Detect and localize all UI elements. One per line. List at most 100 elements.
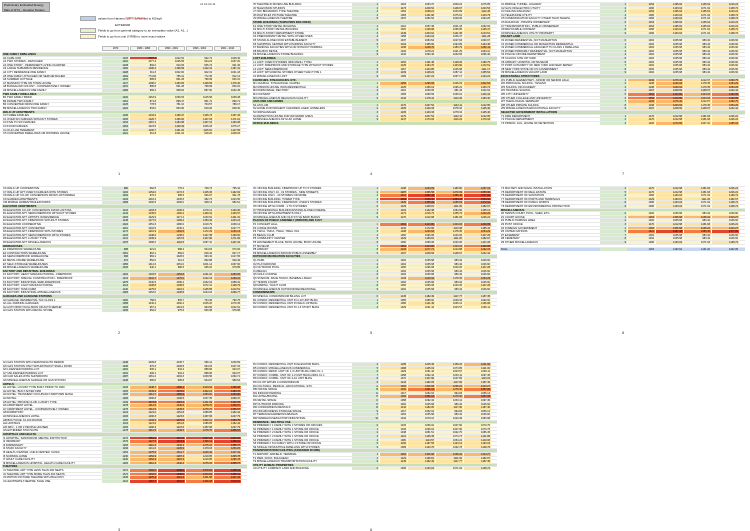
value-cell: 911.3 (158, 259, 185, 262)
row-label: HOTELS (3, 382, 14, 386)
value-cell: 1193.02 (464, 442, 491, 446)
row-label: M4 CONVENT (253, 93, 271, 96)
row-label: Z9 OTHER MISCELLANEOUS (501, 241, 538, 244)
table-row: Q1 PARK 1 1002 1035.68 983.42 1046.60 (252, 258, 497, 262)
value-cell: 764.57 (186, 103, 213, 107)
table-row: Y8 DEPARTMENT OF PUBLIC WORKS 8 1096 1133.0… (500, 200, 745, 205)
row-label: O5 OFFICE BUILDING; FIREPROOF; OVER 9 ST… (253, 201, 322, 205)
value-cell: 1092.42 (408, 399, 435, 402)
table-row: A5 ONE FAMILY ATTACHED OR SEMI-DETACHED 1… (2, 73, 247, 78)
table-row: A9 MISCELLANEOUS ONE FAMILY 1086 965.4 968.… (2, 88, 247, 92)
table-row: HR SRO - 1 OR 2 PEOPLE HOUSED 1183 1190.3 1… (2, 424, 247, 429)
value-cell: 1351.12 (408, 388, 435, 392)
value-cell: 1058 (102, 201, 129, 205)
row-label: V8 NEW YORK STATE OR US GOVERNMENT (501, 67, 558, 71)
value-cell: 1046.37 (436, 35, 463, 39)
row-label: G3 GAS STATION WITH RETAIL STORE (3, 309, 53, 313)
value-cell: 1445.0 (158, 472, 185, 476)
value-cell: 1363.80 (214, 393, 241, 397)
value-cell: 1046.60 (712, 53, 739, 57)
value-cell: 1179.18 (464, 118, 491, 122)
value-cell: 1151.8 (158, 411, 185, 415)
table-row: RG INDOOR PARKING G 1017 1052.02 994.83 1056.… (252, 390, 497, 395)
value-cell: 1193 (102, 56, 129, 60)
table-row: H9 MISCELLANEOUS HOTEL 1183 1190.3 1223.6 11… (2, 414, 247, 418)
row-label: G5 GAS STATION ONLY WITH/WITHOUT SMALL K… (3, 364, 73, 368)
value-cell: 1386.46 (684, 230, 711, 234)
column-header: 1980 - 1990 (130, 46, 157, 51)
table-row: Z8 CEMETERY 8 1002 1035.68 983.42 1046.60 (500, 236, 745, 241)
value-cell: 1292.15 (464, 248, 491, 252)
value-cell: 5 (600, 190, 627, 194)
value-cell: 1 (352, 82, 379, 86)
value-cell: 1096 (628, 17, 655, 21)
value-cell: 3 (352, 266, 379, 270)
value-cell: 1084.90 (436, 208, 463, 212)
section-header-row: THEATRES (2, 464, 247, 469)
value-cell: 934.4 (158, 368, 185, 372)
value-cell: 1022 (102, 107, 129, 110)
value-cell: 1216.0 (158, 287, 185, 291)
table-row: RR CONDOMINIUM RENTALS R 1143 1182.05 1117.9… (252, 405, 497, 410)
row-label: R1 CONDO; RESIDENTIAL UNIT IN 2-10 UNIT … (253, 298, 318, 302)
value-cell: 1096.08 (408, 233, 435, 237)
table-row: F8 FACTORY; TANK FARM 1140 1175.0 1216.0 114… (2, 286, 247, 291)
row-label: G4 GAS STATION WITH SERVICE/AUTO REPAIR (3, 361, 64, 364)
value-cell: 6 (352, 42, 379, 46)
value-cell: 1141.89 (464, 435, 491, 438)
row-label: WAREHOUSES (3, 244, 23, 248)
value-cell: 1313.27 (464, 384, 491, 388)
row-label: O3 OFFICE ONLY - 20 STORIES OR MORE (253, 194, 307, 198)
row-label: G0 GARAGE; RESIDENTIAL TAX CLASS 1 (3, 298, 56, 302)
value-cell: 7 (600, 100, 627, 104)
value-cell: 1128.08 (408, 28, 435, 32)
table-row: O7 PROFESSIONAL BUILDINGS/STAND ALONE FU… (252, 207, 497, 212)
row-label: W8 OTHER PRIVATE SCHOOL (501, 103, 540, 107)
value-cell: 1075.85 (464, 3, 491, 6)
value-cell: 1245.9 (158, 447, 185, 451)
value-cell: 1138.72 (712, 13, 739, 17)
value-cell: 1114.57 (408, 438, 435, 442)
value-cell: 1035.68 (656, 212, 683, 216)
table-row: L8 LOFT; WITH RETAIL STORES OTHER THAN T… (252, 70, 497, 75)
value-cell: 1138.72 (712, 241, 739, 244)
value-cell: 1198 (380, 230, 407, 234)
value-cell: 1141.00 (464, 366, 491, 370)
row-label: T9 MISCELLANEOUS TRANSPORTATION FACILITY (253, 460, 318, 464)
value-cell: 7 (600, 24, 627, 28)
value-cell: 1376.0 (158, 389, 185, 393)
row-label: E1 FIREPROOF WAREHOUSE (3, 248, 41, 252)
value-cell: 1052.02 (408, 391, 435, 395)
value-cell: 1001 (102, 226, 129, 230)
value-cell: 952.0 (130, 309, 157, 313)
value-cell: 1035.68 (408, 269, 435, 273)
value-cell: 1046.60 (712, 219, 739, 223)
value-cell: 1177.0 (130, 219, 157, 223)
value-cell: 5 (600, 57, 627, 60)
value-cell: 1096 (628, 13, 655, 17)
value-cell: 1133.04 (656, 201, 683, 205)
value-cell: 1143 (380, 381, 407, 384)
value-cell: 0 (352, 467, 379, 471)
value-cell: 1035.68 (408, 259, 435, 262)
row-label: M3 PARSONAGE, RECTORY (253, 89, 289, 93)
value-cell: 983.42 (436, 262, 463, 266)
value-cell: 1240.42 (186, 451, 213, 454)
value-cell: 980.51 (214, 201, 241, 205)
value-cell: 1135.04 (684, 10, 711, 14)
value-cell: 1046.60 (712, 46, 739, 50)
section-header-row: OFFICE BUILDINGS (252, 120, 497, 125)
value-cell: 2 (352, 226, 379, 230)
table-row: K8 BIG BOX RETAIL 8 1032 1078.24 1021.25 1084… (252, 48, 497, 53)
value-cell: 988 (102, 248, 129, 252)
value-cell: 1212.68 (408, 215, 435, 219)
value-cell: 5 (352, 201, 379, 205)
row-label: A0 CAPE COD (3, 56, 22, 60)
value-cell: 1111.17 (464, 67, 491, 71)
value-cell: 1000.5 (130, 201, 157, 205)
value-cell: 1078.24 (408, 49, 435, 53)
value-cell: 2 (352, 64, 379, 68)
value-cell: P (352, 402, 379, 406)
value-cell: A (352, 384, 379, 388)
value-cell: 1035.68 (656, 46, 683, 50)
